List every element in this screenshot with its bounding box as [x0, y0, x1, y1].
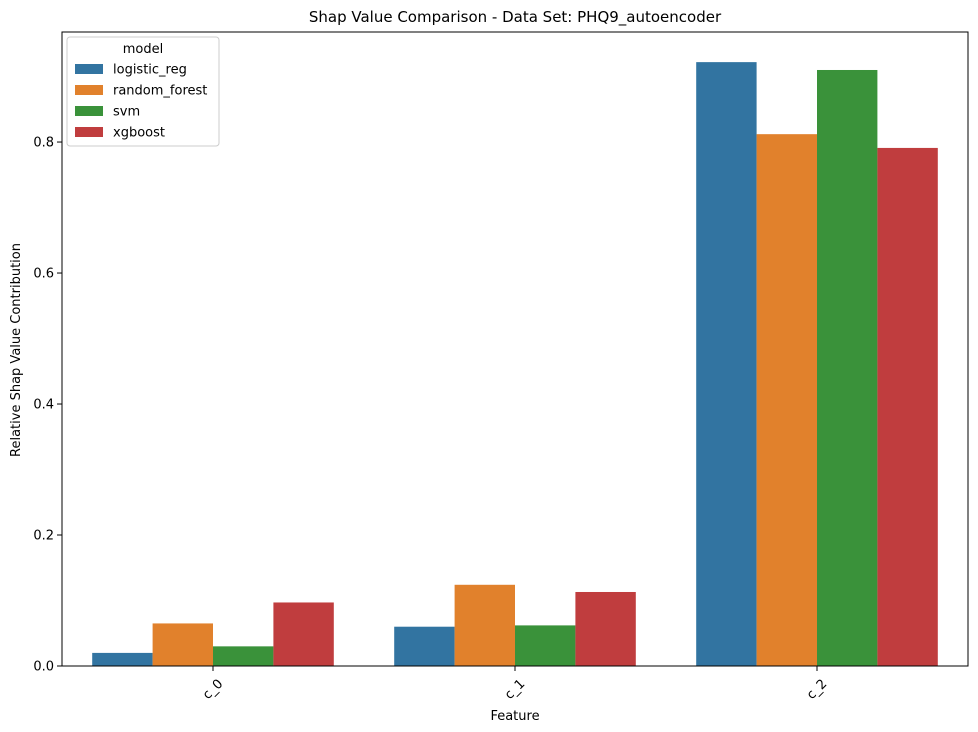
- legend-swatch-xgboost: [75, 127, 103, 137]
- bar-xgboost-c_1: [575, 591, 636, 666]
- legend-label-logistic_reg: logistic_reg: [113, 63, 187, 78]
- y-tick-label: 0.8: [33, 136, 54, 151]
- legend-label-svm: svm: [113, 105, 140, 120]
- chart-title: Shap Value Comparison - Data Set: PHQ9_a…: [309, 8, 722, 27]
- bar-xgboost-c_0: [273, 602, 334, 666]
- bar-svm-c_0: [213, 646, 274, 666]
- legend-swatch-svm: [75, 106, 103, 116]
- bar-logistic_reg-c_1: [394, 626, 455, 666]
- plot-frame: [61, 31, 969, 667]
- y-axis: 0.0 0.2 0.4 0.6 0.8: [33, 136, 62, 675]
- legend-title: model: [123, 42, 163, 57]
- legend-label-xgboost: xgboost: [113, 126, 165, 141]
- bar-xgboost-c_2: [877, 147, 938, 667]
- legend-frame: [66, 36, 220, 147]
- bar-logistic_reg-c_0: [92, 652, 153, 666]
- bars-group: [92, 62, 938, 667]
- y-axis-label: Relative Shap Value Contribution: [9, 243, 24, 457]
- legend-swatch-logistic_reg: [75, 64, 103, 74]
- legend-swatch-random_forest: [75, 85, 103, 95]
- y-tick-label: 0.4: [33, 398, 54, 413]
- y-tick-label: 0.6: [33, 267, 54, 282]
- x-tick-label: c_2: [804, 677, 830, 703]
- x-tick-label: c_0: [200, 677, 226, 703]
- x-axis: c_0 c_1 c_2: [200, 666, 830, 703]
- x-tick-label: c_1: [502, 677, 528, 703]
- bar-random_forest-c_0: [152, 623, 213, 666]
- bar-svm-c_2: [817, 69, 878, 666]
- bar-random_forest-c_2: [756, 134, 817, 666]
- bar-svm-c_1: [515, 625, 576, 666]
- y-tick-label: 0.0: [33, 660, 54, 675]
- bar-logistic_reg-c_2: [696, 62, 757, 666]
- x-axis-label: Feature: [490, 709, 539, 724]
- legend-label-random_forest: random_forest: [113, 84, 207, 99]
- y-tick-label: 0.2: [33, 529, 54, 544]
- bar-random_forest-c_1: [454, 584, 515, 666]
